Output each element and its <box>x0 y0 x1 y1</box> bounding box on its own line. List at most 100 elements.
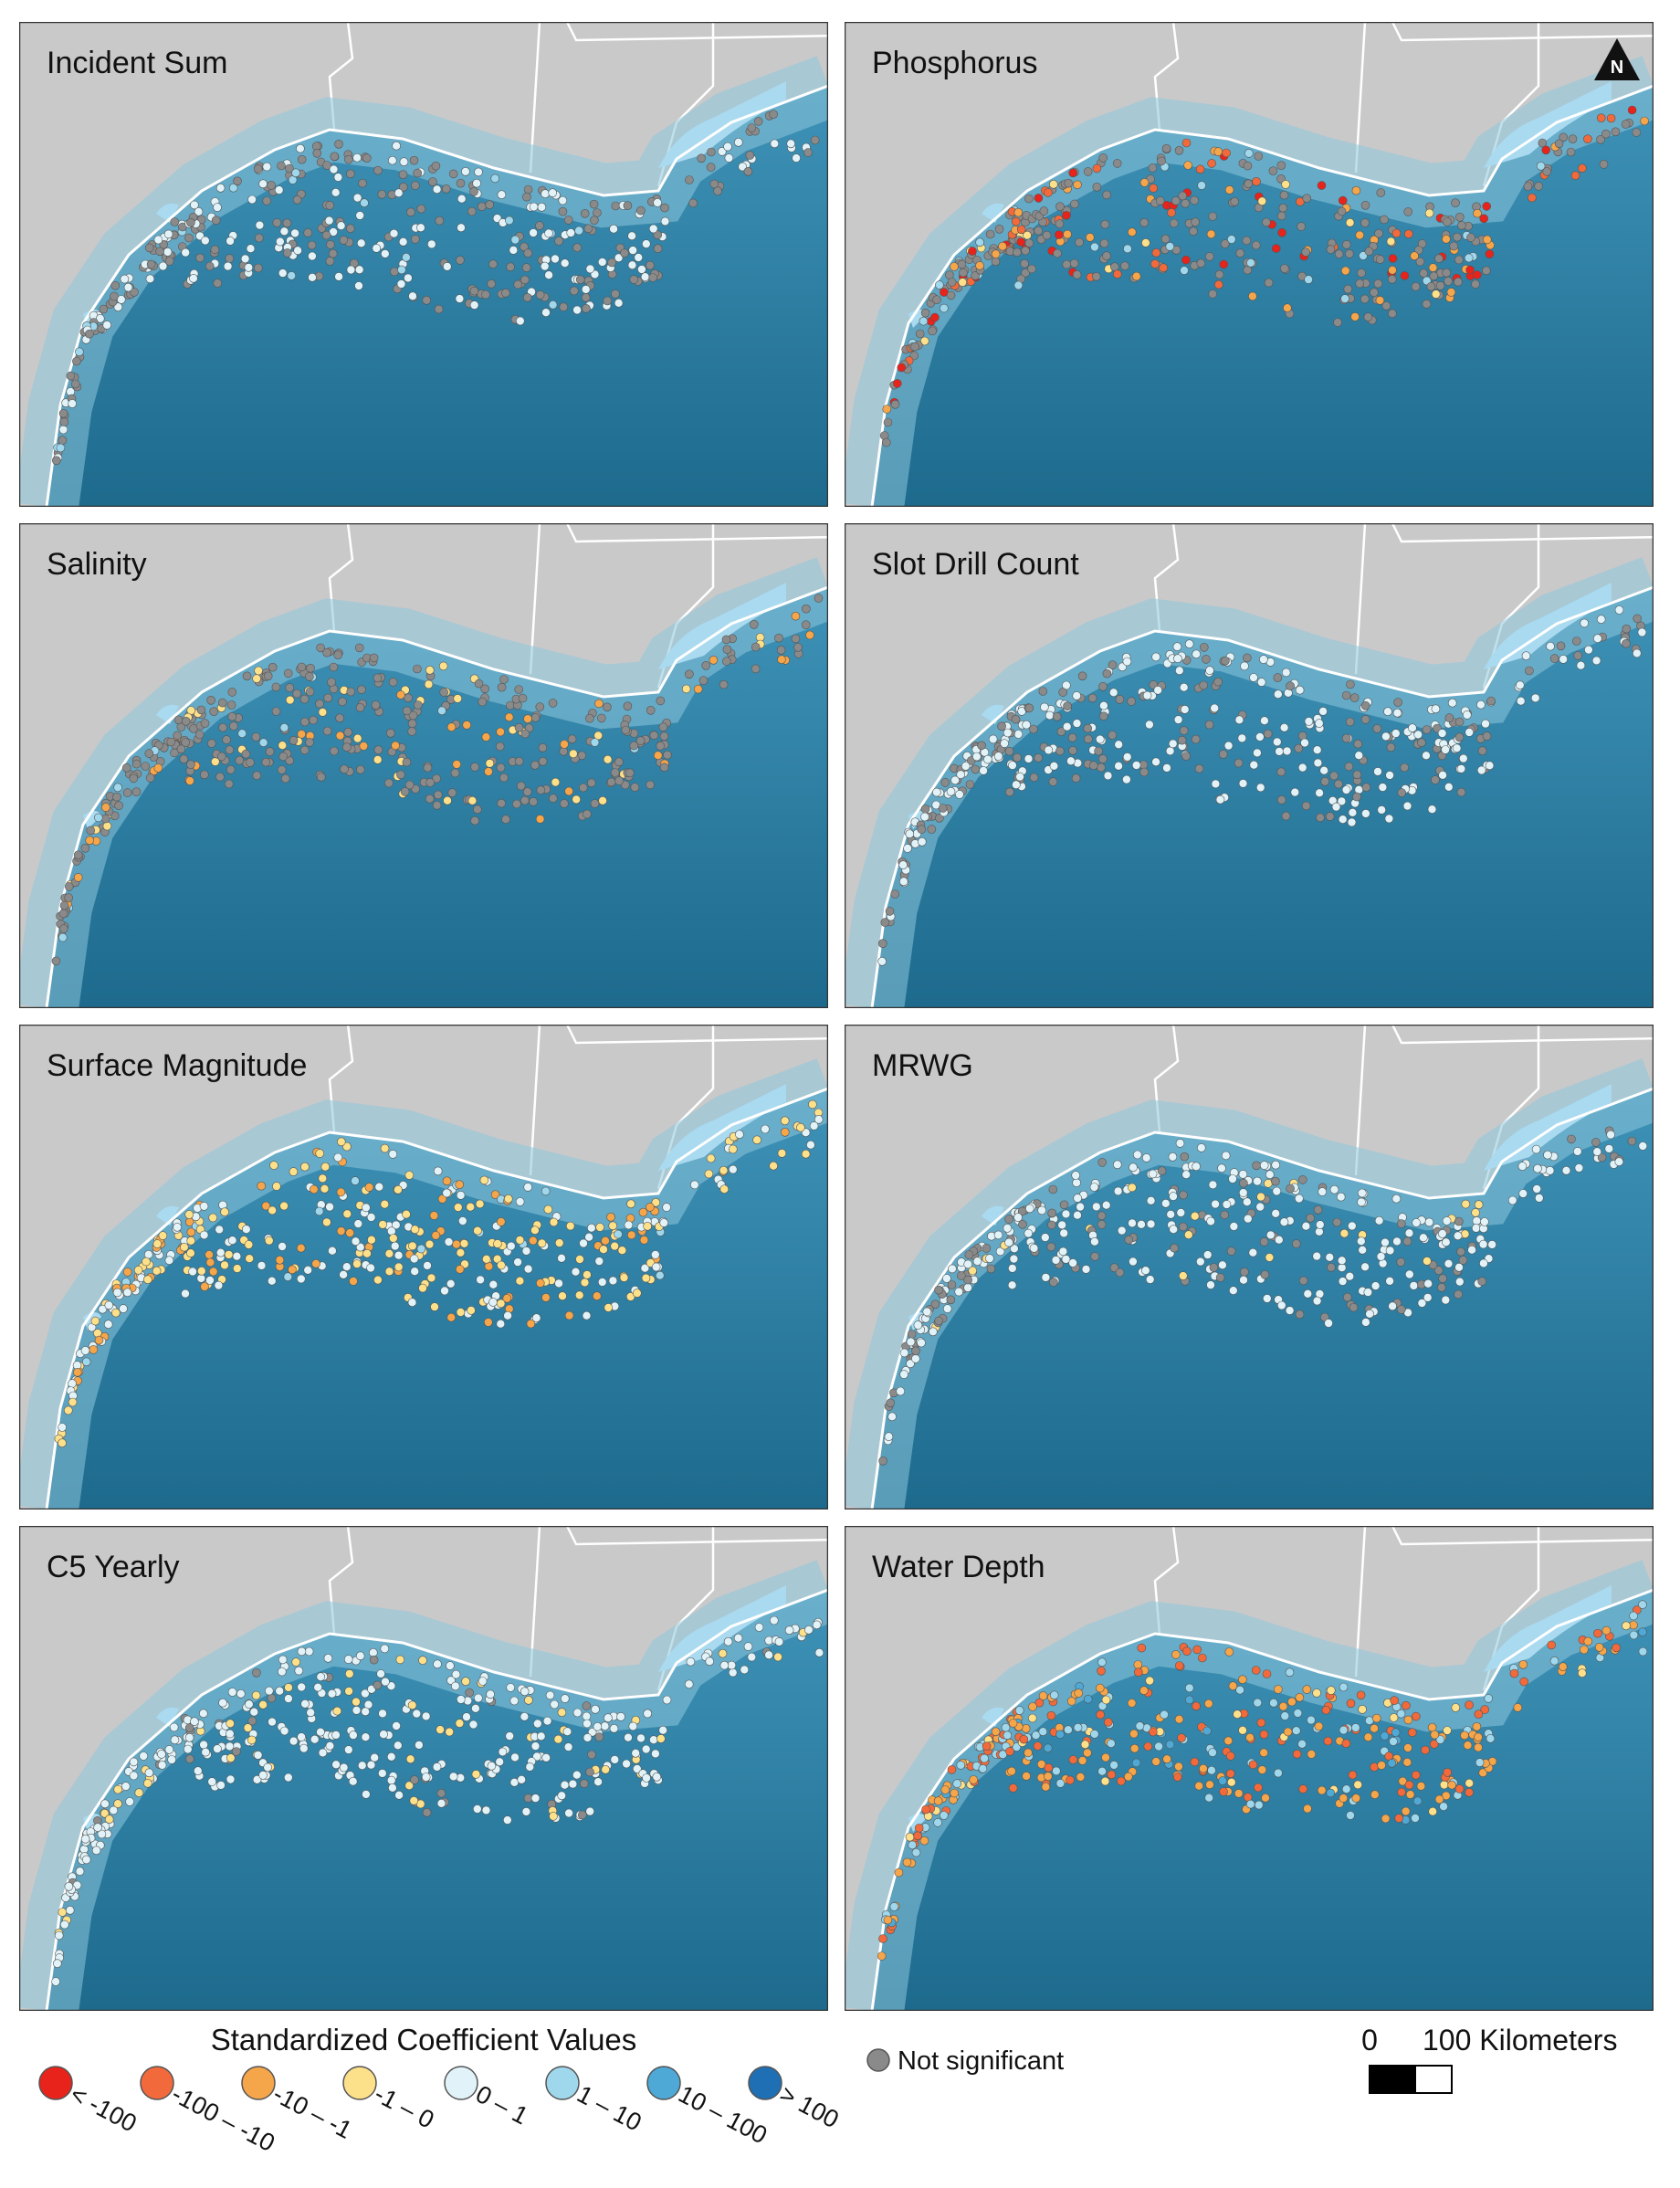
well-site <box>641 239 651 248</box>
well-site <box>1388 1301 1397 1311</box>
well-site <box>805 630 814 640</box>
well-site <box>1530 693 1540 703</box>
well-site <box>551 777 561 787</box>
well-site <box>1573 651 1583 660</box>
well-site <box>1003 1730 1013 1741</box>
well-site <box>331 1730 341 1740</box>
well-site <box>97 1829 107 1839</box>
well-site <box>1286 681 1295 690</box>
well-site <box>297 662 307 672</box>
well-site <box>362 1790 371 1799</box>
well-site <box>1218 1776 1227 1785</box>
well-site <box>169 1722 179 1732</box>
well-site <box>658 1725 668 1735</box>
scale-bar-black <box>1369 2065 1416 2094</box>
well-site <box>1090 242 1099 252</box>
well-site <box>1038 1727 1048 1736</box>
well-site <box>1165 1740 1175 1750</box>
well-site <box>747 1652 757 1662</box>
well-site <box>1482 731 1492 741</box>
well-site <box>1601 129 1611 139</box>
well-site <box>89 1345 99 1354</box>
well-site <box>896 1386 906 1396</box>
well-site <box>328 248 338 258</box>
well-site <box>1396 1305 1406 1314</box>
well-site <box>1244 149 1254 158</box>
well-site <box>574 226 583 236</box>
well-site <box>1028 1713 1037 1723</box>
well-site <box>307 240 317 250</box>
well-site <box>246 758 255 767</box>
well-site <box>1129 1743 1139 1753</box>
well-site <box>1303 1804 1312 1814</box>
well-site <box>58 408 68 418</box>
well-site <box>560 799 569 808</box>
well-site <box>1424 208 1434 218</box>
well-site <box>86 826 95 836</box>
well-site <box>1370 1281 1381 1290</box>
well-site <box>1474 1709 1484 1719</box>
well-site <box>1010 1244 1019 1254</box>
well-site <box>352 153 362 163</box>
well-site <box>718 1648 728 1658</box>
well-site <box>993 752 1003 761</box>
well-site <box>1254 1783 1263 1793</box>
well-site <box>70 379 80 389</box>
well-site <box>258 738 268 747</box>
well-site <box>226 1774 236 1784</box>
well-site <box>1377 805 1387 815</box>
well-site <box>1064 1725 1073 1734</box>
well-site <box>1225 1769 1235 1779</box>
well-site <box>56 443 66 453</box>
well-site <box>318 1173 328 1183</box>
well-site <box>651 1749 660 1759</box>
well-site <box>568 1779 578 1789</box>
well-site <box>1073 1210 1082 1220</box>
well-site <box>505 700 515 710</box>
well-site <box>963 1275 972 1285</box>
well-site <box>521 263 531 272</box>
well-site <box>146 259 156 269</box>
well-site <box>563 1742 573 1751</box>
well-site <box>213 1744 222 1753</box>
well-site <box>1485 761 1495 771</box>
well-site <box>1407 1728 1417 1737</box>
well-site <box>530 1741 541 1751</box>
well-site <box>380 1143 390 1153</box>
well-site <box>1381 301 1391 310</box>
well-site <box>934 1285 943 1295</box>
well-site <box>1041 1233 1050 1242</box>
well-site <box>920 308 930 318</box>
well-site <box>1302 194 1312 203</box>
well-site <box>659 1218 669 1227</box>
well-site <box>995 1247 1005 1257</box>
well-site <box>572 1770 582 1780</box>
well-site <box>225 779 234 789</box>
well-site <box>528 1236 538 1246</box>
well-site <box>1160 234 1171 244</box>
well-site <box>913 1831 922 1841</box>
well-site <box>469 187 478 196</box>
well-site <box>1352 770 1362 780</box>
well-site <box>1196 258 1206 268</box>
well-site <box>646 780 655 790</box>
well-site <box>1057 1220 1066 1230</box>
well-site <box>582 1711 592 1721</box>
well-site <box>1357 1188 1367 1198</box>
well-site <box>152 1239 163 1248</box>
well-site <box>1294 1194 1304 1204</box>
well-site <box>977 741 986 751</box>
well-site <box>131 787 142 797</box>
well-site <box>560 1780 570 1790</box>
well-site <box>1181 199 1191 208</box>
well-site <box>1453 232 1462 242</box>
well-site <box>1403 1715 1413 1725</box>
well-site <box>278 268 288 278</box>
well-site <box>164 1745 174 1754</box>
well-site <box>706 163 716 172</box>
well-site <box>791 634 801 644</box>
well-site <box>1077 671 1087 681</box>
well-site <box>961 762 971 771</box>
coastline <box>45 1588 828 2011</box>
well-site <box>361 1707 371 1717</box>
